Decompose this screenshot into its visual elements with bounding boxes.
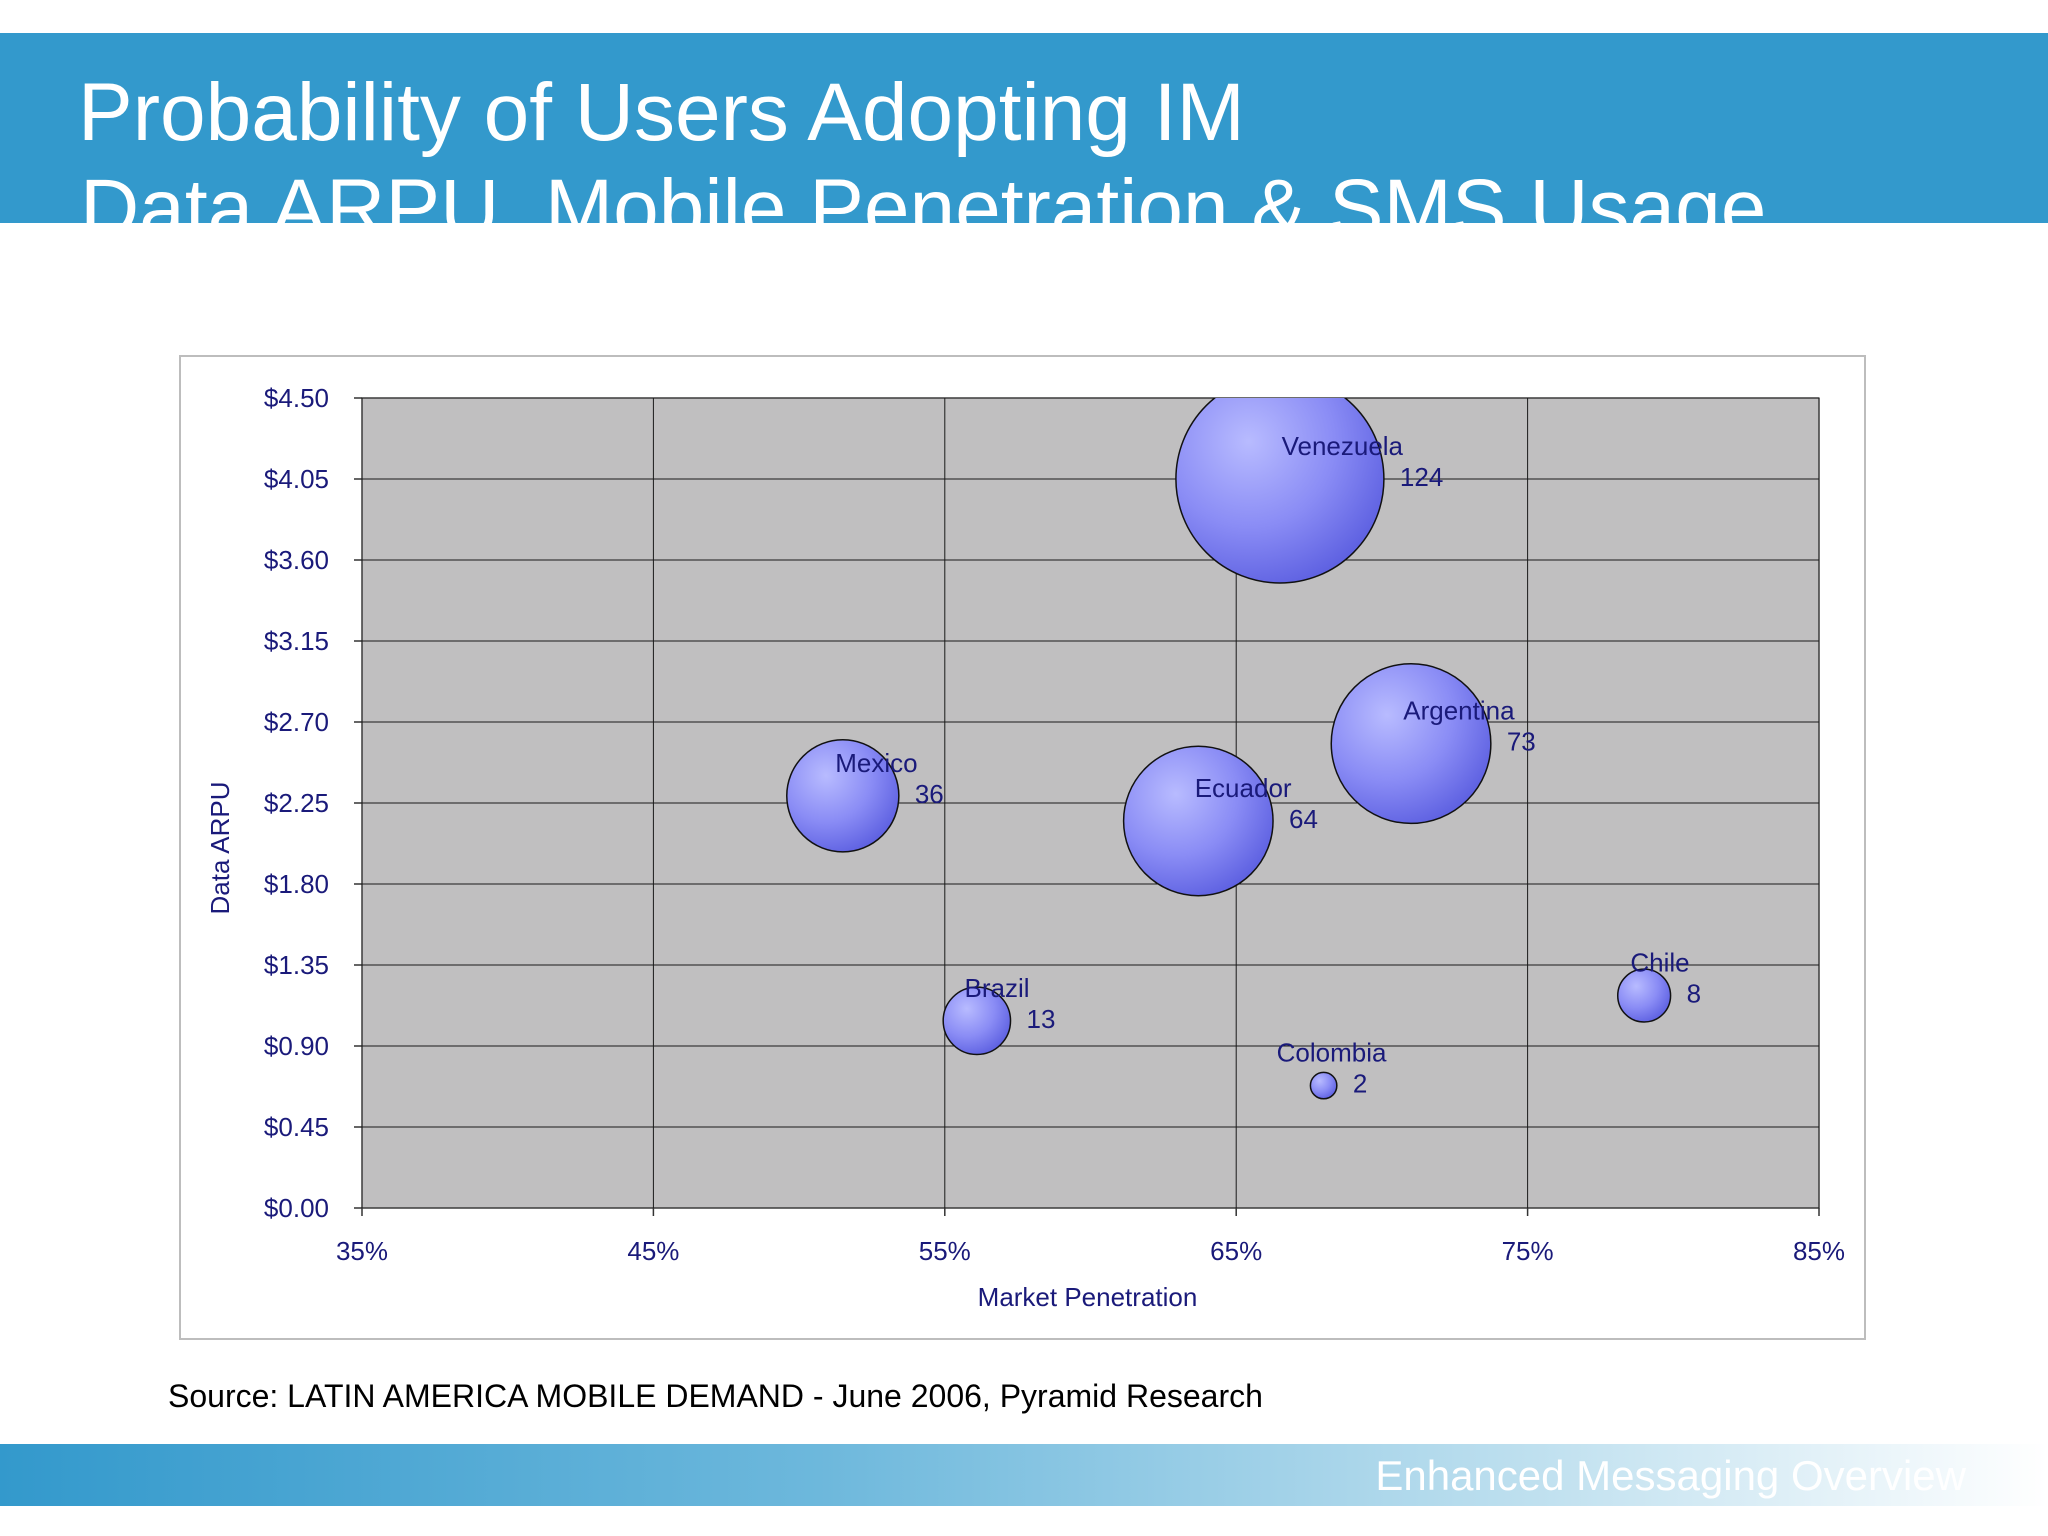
bubble-layer bbox=[786, 398, 1672, 1100]
bubble-size-label-argentina: 73 bbox=[1507, 727, 1536, 757]
y-tick-label: $2.70 bbox=[264, 707, 329, 737]
x-tick-label: 35% bbox=[336, 1236, 388, 1266]
bubble-label-argentina: Argentina bbox=[1403, 696, 1515, 726]
bubble-size-label-brazil: 13 bbox=[1027, 1004, 1056, 1034]
bubble-chile bbox=[1616, 968, 1672, 1023]
bubble-label-brazil: Brazil bbox=[965, 973, 1030, 1003]
bubble-argentina bbox=[1330, 663, 1492, 825]
x-tick-label: 55% bbox=[919, 1236, 971, 1266]
x-axis-title: Market Penetration bbox=[978, 1282, 1198, 1312]
bubble-colombia bbox=[1309, 1071, 1338, 1100]
bubble-size-label-ecuador: 64 bbox=[1289, 804, 1318, 834]
bubble-size-label-colombia: 2 bbox=[1353, 1069, 1367, 1099]
bubble-size-label-chile: 8 bbox=[1687, 979, 1701, 1009]
bubble-ecuador bbox=[1122, 745, 1274, 897]
x-tick-label: 45% bbox=[627, 1236, 679, 1266]
y-tick-label: $1.35 bbox=[264, 950, 329, 980]
y-tick-label: $0.45 bbox=[264, 1112, 329, 1142]
y-tick-label: $0.00 bbox=[264, 1193, 329, 1223]
bubble-mexico bbox=[786, 739, 900, 853]
slide-title-line-1: Probability of Users Adopting IM bbox=[78, 67, 1245, 158]
chart-frame: $0.00 $0.45 $0.90 $1.35 $1.80 $2.25 $2.70 $3.15… bbox=[179, 355, 1866, 1340]
bubble-label-mexico: Mexico bbox=[835, 748, 917, 778]
bubble-brazil bbox=[942, 986, 1012, 1056]
source-note: Source: LATIN AMERICA MOBILE DEMAND - Ju… bbox=[168, 1378, 1263, 1414]
y-tick-label: $2.25 bbox=[264, 788, 329, 818]
x-tick-label: 65% bbox=[1210, 1236, 1262, 1266]
footer-text: Enhanced Messaging Overview bbox=[1375, 1452, 1966, 1499]
y-axis-title: Data ARPU bbox=[205, 782, 235, 915]
y-tick-label: $1.80 bbox=[264, 869, 329, 899]
bubble-label-ecuador: Ecuador bbox=[1195, 773, 1292, 803]
y-tick-label: $3.60 bbox=[264, 545, 329, 575]
footer-band: Enhanced Messaging Overview bbox=[0, 1444, 2048, 1506]
bubble-label-venezuela: Venezuela bbox=[1282, 431, 1404, 461]
bubble-size-label-venezuela: 124 bbox=[1400, 462, 1443, 492]
bubble-size-label-mexico: 36 bbox=[915, 779, 944, 809]
y-tick-label: $4.50 bbox=[264, 383, 329, 413]
x-tick-label: 85% bbox=[1793, 1236, 1845, 1266]
slide-title-line-2: Data ARPU, Mobile Penetration & SMS Usag… bbox=[80, 163, 1767, 254]
x-tick-label: 75% bbox=[1502, 1236, 1554, 1266]
y-tick-label: $4.05 bbox=[264, 464, 329, 494]
bubble-chart: $0.00 $0.45 $0.90 $1.35 $1.80 $2.25 $2.70 $3.15… bbox=[205, 383, 1845, 1312]
bubble-label-chile: Chile bbox=[1630, 948, 1689, 978]
y-tick-label: $3.15 bbox=[264, 626, 329, 656]
title-banner: Probability of Users Adopting IM Data AR… bbox=[0, 33, 2048, 254]
bubble-venezuela bbox=[1175, 398, 1385, 584]
y-tick-label: $0.90 bbox=[264, 1031, 329, 1061]
bubble-label-colombia: Colombia bbox=[1277, 1038, 1387, 1068]
